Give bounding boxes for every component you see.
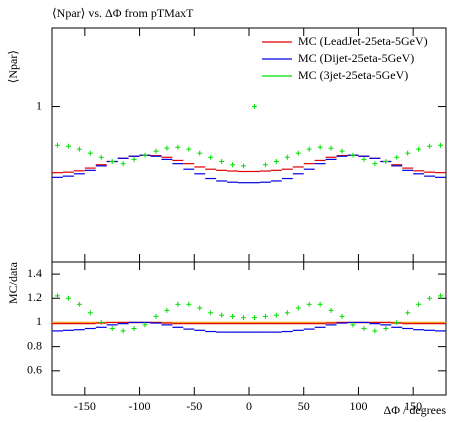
y-tick-label: 1 [36, 98, 42, 112]
data-point [295, 150, 301, 156]
data-point [153, 148, 159, 154]
data-point [65, 295, 71, 301]
data-point [120, 328, 126, 334]
x-axis-label: ΔΦ / degrees [384, 403, 447, 417]
data-point [427, 143, 433, 149]
data-point [295, 305, 301, 311]
data-point [372, 328, 378, 334]
y-tick-label: 0.6 [27, 363, 42, 377]
x-tick-label: 100 [349, 399, 367, 413]
data-point [427, 295, 433, 301]
x-tick-label: -100 [129, 399, 151, 413]
data-point [76, 146, 82, 152]
data-point [98, 154, 104, 160]
data-point [230, 313, 236, 319]
x-tick-label: -50 [186, 399, 202, 413]
data-point [142, 152, 148, 158]
data-point [208, 154, 214, 160]
data-point [438, 142, 444, 148]
data-point [361, 326, 367, 331]
data-point [109, 326, 115, 331]
legend-label: MC (3jet-25eta-5GeV) [298, 68, 408, 82]
data-point [98, 319, 104, 325]
data-point [383, 326, 389, 331]
y-axis-label: ⟨Npar⟩ [6, 50, 20, 83]
data-point [394, 154, 400, 160]
data-point [416, 146, 422, 152]
data-point [350, 322, 356, 328]
y-tick-label: 1.4 [27, 266, 42, 280]
data-point [284, 310, 290, 316]
data-point [241, 163, 247, 169]
chart-title: ⟨Npar⟩ vs. ΔΦ from pTMaxT [52, 6, 194, 20]
data-point [230, 162, 236, 168]
data-point [339, 313, 345, 319]
data-point [131, 156, 137, 162]
legend-label: MC (Dijet-25eta-5GeV) [298, 51, 414, 65]
data-point [394, 319, 400, 325]
data-point [87, 310, 93, 316]
data-point [219, 312, 225, 318]
data-point [109, 159, 115, 165]
data-point [306, 301, 312, 307]
x-tick-label: 0 [246, 399, 252, 413]
y-axis-label: MC/data [6, 261, 20, 304]
data-point [350, 152, 356, 158]
data-point [262, 313, 268, 319]
data-point [361, 156, 367, 162]
data-point [65, 143, 71, 149]
legend-label: MC (LeadJet-25eta-5GeV) [298, 34, 428, 48]
data-point [54, 142, 60, 148]
data-point [339, 148, 345, 154]
data-point [87, 150, 93, 156]
data-point [251, 315, 257, 321]
data-point [405, 310, 411, 316]
x-tick-label: -150 [74, 399, 96, 413]
data-point [197, 150, 203, 156]
data-point [328, 307, 334, 313]
data-point [164, 145, 170, 151]
data-point [175, 301, 181, 307]
x-tick-label: 50 [298, 399, 310, 413]
data-point [383, 159, 389, 165]
data-point [317, 301, 323, 307]
data-point [54, 293, 60, 299]
data-point [208, 310, 214, 316]
data-point [416, 301, 422, 307]
data-point [142, 322, 148, 328]
data-point [284, 154, 290, 160]
data-point [438, 293, 444, 299]
data-point [186, 146, 192, 152]
data-point [273, 159, 279, 165]
x-tick-label: 150 [404, 399, 422, 413]
data-point [131, 326, 137, 331]
data-point [262, 162, 268, 168]
data-point [175, 144, 181, 150]
data-point [153, 313, 159, 319]
y-tick-label: 0.8 [27, 338, 42, 352]
data-point [186, 301, 192, 307]
data-point [76, 301, 82, 307]
data-point [306, 146, 312, 152]
data-point [120, 161, 126, 167]
y-tick-label: 1 [36, 314, 42, 328]
data-point [164, 307, 170, 313]
data-point [405, 150, 411, 156]
data-point [273, 312, 279, 318]
data-point [328, 145, 334, 151]
data-point [241, 315, 247, 321]
data-point [197, 305, 203, 311]
data-point [372, 161, 378, 167]
y-tick-label: 1.2 [27, 290, 42, 304]
data-point [251, 104, 257, 110]
data-point [317, 144, 323, 150]
data-point [219, 159, 225, 165]
